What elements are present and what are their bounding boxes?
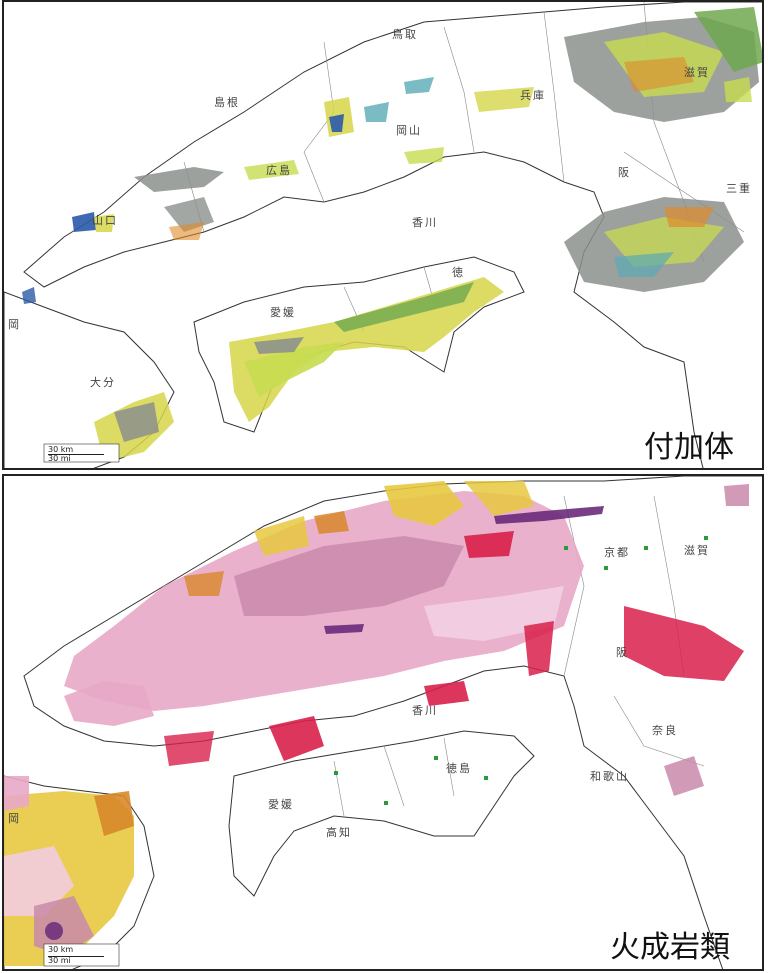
prefecture-label: 阪: [616, 646, 629, 659]
prefecture-label: 滋賀: [684, 544, 710, 557]
prefecture-label: 愛媛: [270, 306, 296, 319]
prefecture-label: 岡: [8, 812, 21, 825]
prefecture-label: 大分: [90, 376, 116, 389]
prefecture-label: 和歌山: [590, 770, 629, 783]
prefecture-label: 岡山: [396, 124, 422, 137]
panel-caption: 付加体: [644, 430, 734, 465]
prefecture-label: 滋賀: [684, 66, 710, 79]
prefecture-label: 鳥取: [392, 28, 418, 41]
scale-box: [43, 443, 120, 463]
scale-km-label: 30 km: [48, 945, 74, 954]
scale-bar: [48, 454, 104, 455]
prefecture-label: 島根: [214, 96, 240, 109]
scale-km-label: 30 km: [48, 445, 74, 454]
scale-bar: [48, 956, 104, 957]
scale-box: [43, 943, 120, 967]
prefecture-label: 阪: [618, 166, 631, 179]
prefecture-label: 香川: [412, 216, 438, 229]
scale-mi-label: 30 mi: [48, 956, 71, 965]
panel-caption: 火成岩類: [610, 930, 730, 965]
prefecture-label: 岡: [8, 318, 21, 331]
prefecture-label: 兵庫: [520, 89, 546, 102]
prefecture-label: 広島: [266, 164, 292, 177]
prefecture-label: 高知: [326, 826, 352, 839]
igneous-rocks-map-panel: 京都 滋賀 阪 奈良 和歌山 徳島 香川 愛媛 高知 岡 30 km 30 mi…: [2, 474, 764, 971]
igneous-units: [4, 481, 749, 966]
prefecture-label: 愛媛: [268, 798, 294, 811]
prefecture-label: 徳: [452, 266, 465, 279]
prefecture-label: 山口: [92, 214, 118, 227]
accretionary-map-svg: [4, 2, 762, 468]
prefecture-label: 香川: [412, 704, 438, 717]
prefecture-label: 徳島: [446, 762, 472, 775]
scale-mi-label: 30 mi: [48, 454, 71, 463]
prefecture-label: 三重: [726, 182, 752, 195]
accretionary-units: [22, 7, 762, 462]
prefecture-label: 京都: [604, 546, 630, 559]
igneous-map-svg: [4, 476, 762, 969]
accretionary-complex-map-panel: 鳥取 島根 岡山 兵庫 滋賀 広島 阪 三重 山口 香川 徳 愛媛 大分 岡 3…: [2, 0, 764, 470]
prefecture-label: 奈良: [652, 724, 678, 737]
